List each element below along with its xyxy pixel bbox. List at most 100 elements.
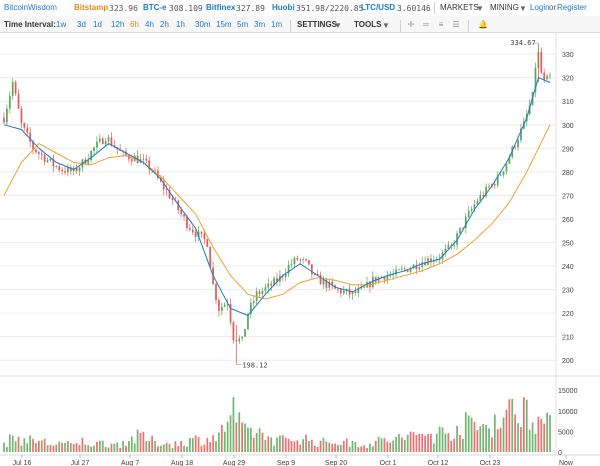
interval-1h[interactable]: 1h xyxy=(176,20,185,29)
markets-menu[interactable]: MARKETS xyxy=(440,3,479,12)
chevron-down-icon: ▼ xyxy=(519,4,527,13)
exchange-huobi-link[interactable]: Huobi xyxy=(272,3,295,12)
exchange-ltcusd-link[interactable]: LTC/USD xyxy=(361,3,396,12)
volume-bar xyxy=(453,438,456,452)
candle xyxy=(43,154,46,162)
candle xyxy=(101,138,104,145)
interval-15m[interactable]: 15m xyxy=(216,20,232,29)
volume-bar xyxy=(305,434,307,452)
exchange-btce-link[interactable]: BTC-e xyxy=(143,3,167,12)
login-link[interactable]: Login xyxy=(530,3,550,12)
volume-bar xyxy=(249,428,252,452)
volume-bar xyxy=(479,426,482,452)
interval-3m[interactable]: 3m xyxy=(254,20,266,29)
volume-bar xyxy=(427,433,429,452)
volume-bar xyxy=(470,417,473,452)
candle xyxy=(357,288,360,294)
interval-1w[interactable]: 1w xyxy=(56,20,67,29)
tools-menu[interactable]: TOOLS xyxy=(354,20,382,29)
volume-bar xyxy=(229,415,232,452)
interval-4h[interactable]: 4h xyxy=(145,20,154,29)
candle xyxy=(508,157,511,164)
price-tick-label: 200 xyxy=(562,358,574,365)
candle xyxy=(499,174,502,176)
candle xyxy=(383,276,386,280)
candle xyxy=(342,290,345,294)
register-link[interactable]: Register xyxy=(557,3,587,12)
horizontal-lines-icon[interactable]: ═ xyxy=(423,20,429,29)
candle xyxy=(488,186,490,188)
interval-30m[interactable]: 30m xyxy=(195,20,211,29)
settings-lines-icon[interactable]: ☰ xyxy=(452,20,460,29)
candle xyxy=(78,167,81,172)
volume-bar xyxy=(287,438,290,452)
alarm-icon[interactable]: 🔔 xyxy=(478,20,488,29)
candle xyxy=(3,117,5,123)
volume-bar xyxy=(511,398,514,452)
price-tick-label: 280 xyxy=(562,170,574,177)
chevron-down-icon: ▼ xyxy=(476,4,484,13)
volume-bar xyxy=(165,442,168,452)
candle xyxy=(61,169,63,172)
volume-bar xyxy=(78,444,81,452)
candle xyxy=(528,105,531,115)
volume-bar xyxy=(98,440,101,452)
volume-bar xyxy=(412,432,415,452)
interval-2h[interactable]: 2h xyxy=(160,20,169,29)
interval-5m[interactable]: 5m xyxy=(237,20,249,29)
separator xyxy=(468,20,469,32)
volume-bar xyxy=(218,432,220,452)
candle xyxy=(386,275,389,280)
volume-tick-label: 10000 xyxy=(558,409,578,416)
volume-bar xyxy=(508,399,511,452)
x-tick-label: Oct 12 xyxy=(428,460,449,466)
candle xyxy=(284,273,287,277)
volume-bar xyxy=(496,429,499,452)
volume-bar xyxy=(61,442,63,452)
volume-bar xyxy=(23,438,26,452)
candle xyxy=(374,276,377,282)
candle xyxy=(290,264,293,266)
candle xyxy=(241,336,244,339)
interval-1m[interactable]: 1m xyxy=(271,20,283,29)
volume-bar xyxy=(26,443,29,452)
volume-bar xyxy=(235,422,238,452)
candle xyxy=(189,228,191,230)
interval-3d[interactable]: 3d xyxy=(77,20,86,29)
candle xyxy=(305,259,307,261)
volume-bar xyxy=(96,441,98,452)
volume-bar xyxy=(116,442,119,452)
menu-lines-icon[interactable]: ≡ xyxy=(438,20,444,29)
candle xyxy=(328,281,331,288)
candle xyxy=(421,262,424,268)
exchange-bitstamp-link[interactable]: Bitstamp xyxy=(74,3,109,12)
interval-12h[interactable]: 12h xyxy=(111,20,125,29)
volume-bar xyxy=(180,441,183,452)
candle xyxy=(98,138,101,142)
volume-bar xyxy=(281,435,284,452)
settings-menu[interactable]: SETTINGS xyxy=(297,20,338,29)
volume-bar xyxy=(421,433,424,452)
volume-bar xyxy=(130,436,133,452)
mining-menu[interactable]: MINING xyxy=(490,3,519,12)
brand-logo[interactable]: BitcoinWisdom xyxy=(4,3,57,12)
volume-bar xyxy=(101,440,104,452)
candle xyxy=(293,257,296,265)
crosshair-icon[interactable]: ✛ xyxy=(407,20,415,29)
exchange-bitfinex-link[interactable]: Bitfinex xyxy=(206,3,236,12)
candle xyxy=(171,198,174,201)
candle xyxy=(403,268,406,270)
volume-bar xyxy=(540,418,543,452)
volume-bar xyxy=(290,441,293,452)
candle xyxy=(142,158,145,160)
volume-bar xyxy=(252,437,255,452)
volume-bar xyxy=(58,441,61,452)
volume-bar xyxy=(177,445,180,452)
interval-6h[interactable]: 6h xyxy=(130,20,139,29)
interval-1d[interactable]: 1d xyxy=(93,20,102,29)
candle xyxy=(310,264,313,275)
candle xyxy=(229,303,232,323)
volume-bar xyxy=(244,423,246,452)
candle xyxy=(180,210,183,215)
